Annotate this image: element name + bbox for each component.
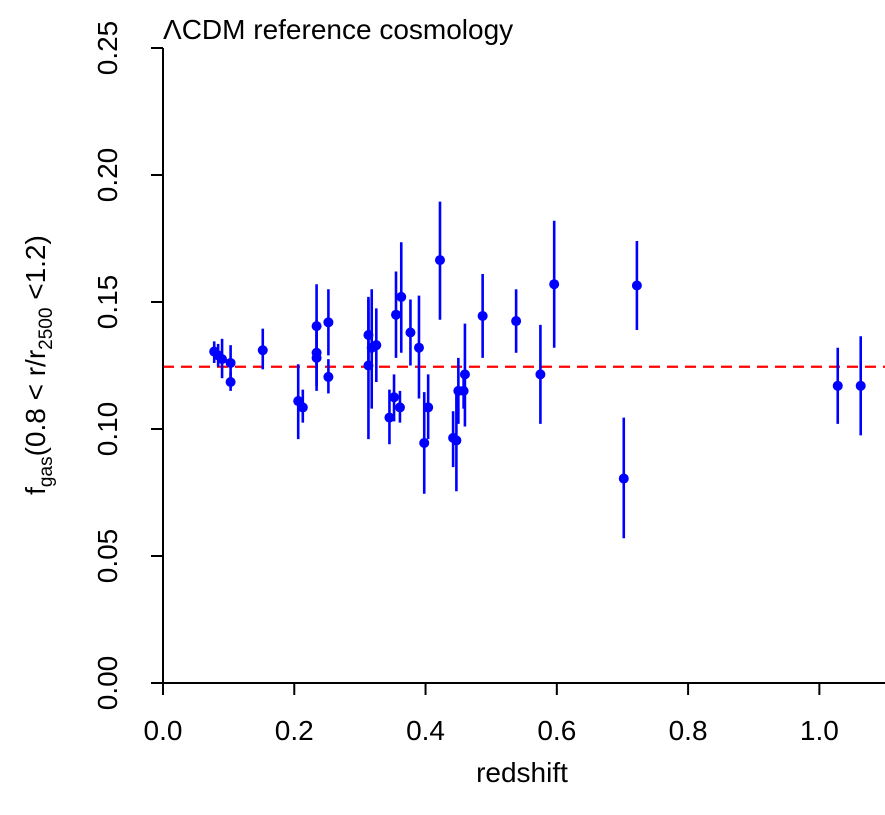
data-point (225, 357, 236, 368)
data-point (434, 255, 445, 266)
x-tick-label: 0.4 (406, 715, 445, 746)
x-tick-label: 0.6 (537, 715, 576, 746)
y-label-r2500-subscript: 2500 (36, 308, 57, 350)
axes: 0.00 0.05 0.10 0.15 0.20 0.25 0.0 0.2 0.4 0.6 0.8 1… (92, 21, 885, 746)
y-tick-label: 0.15 (92, 275, 123, 330)
y-tick-label: 0.25 (92, 21, 123, 76)
y-tick-label: 0.20 (92, 148, 123, 203)
y-axis-label: fgas(0.8 < r/r2500 <1.2) (20, 235, 57, 495)
data-point (371, 340, 382, 351)
x-tick-label: 0.8 (669, 715, 708, 746)
data-point (297, 402, 308, 413)
data-point (511, 316, 522, 327)
data-point (535, 369, 546, 380)
chart-title: ΛCDM reference cosmology (163, 14, 513, 45)
data-point (225, 377, 236, 388)
data-point (631, 280, 642, 291)
data-point (413, 342, 424, 353)
data-point (618, 473, 629, 484)
data-point (396, 291, 407, 302)
data-point (458, 385, 469, 396)
y-label-gas-subscript: gas (36, 456, 57, 487)
data-point (477, 310, 488, 321)
data-point (405, 327, 416, 338)
data-point (311, 352, 322, 363)
data-point (423, 402, 434, 413)
data-point (389, 392, 400, 403)
data-point (832, 380, 843, 391)
data-point (257, 345, 268, 356)
x-axis-label: redshift (476, 757, 568, 788)
x-tick-label: 0.0 (144, 715, 183, 746)
y-tick-label: 0.00 (92, 656, 123, 711)
data-point (451, 435, 462, 446)
data-point (384, 412, 395, 423)
data-point (855, 380, 866, 391)
y-tick-label: 0.10 (92, 402, 123, 457)
data-point (323, 371, 334, 382)
data-points (163, 201, 885, 539)
y-tick-label: 0.05 (92, 529, 123, 584)
x-tick-label: 0.2 (275, 715, 314, 746)
data-point (391, 309, 402, 320)
data-point (549, 279, 560, 290)
y-label-f: f (20, 487, 51, 495)
data-point (217, 354, 228, 365)
data-point (459, 369, 470, 380)
data-point (323, 317, 334, 328)
data-point (394, 402, 405, 413)
x-tick-label: 1.0 (800, 715, 839, 746)
data-point (419, 437, 430, 448)
y-label-middle: (0.8 < r/r (20, 350, 51, 457)
y-label-end: <1.2) (20, 235, 51, 307)
